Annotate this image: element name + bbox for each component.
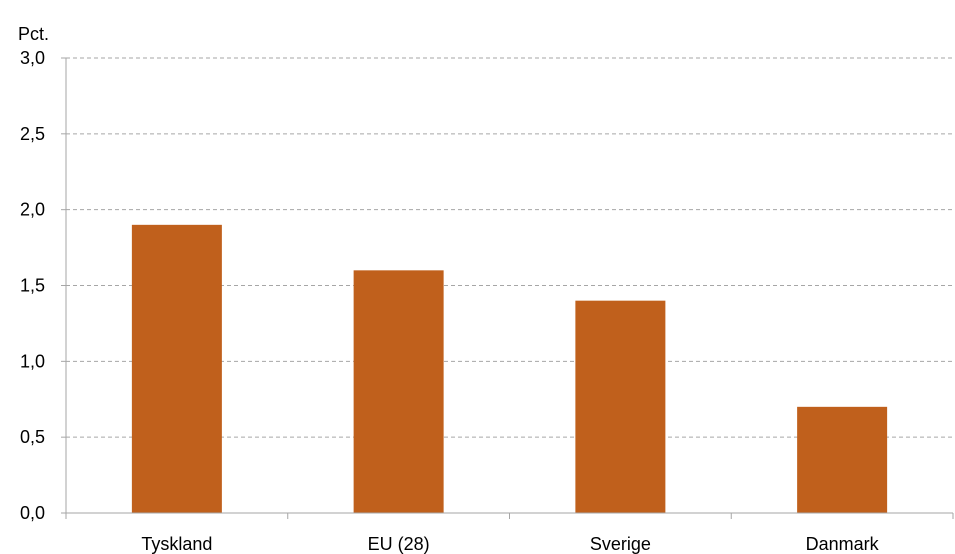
y-tick-label: 1,0 bbox=[20, 351, 45, 371]
y-tick-label: 3,0 bbox=[20, 48, 45, 68]
y-tick-label: 2,5 bbox=[20, 124, 45, 144]
y-axis-unit-label: Pct. bbox=[18, 24, 49, 44]
y-tick-label: 0,5 bbox=[20, 427, 45, 447]
x-tick-label: EU (28) bbox=[368, 534, 430, 554]
y-tick-label: 1,5 bbox=[20, 276, 45, 296]
y-tick-label: 0,0 bbox=[20, 503, 45, 523]
x-tick-label: Danmark bbox=[806, 534, 880, 554]
x-tick-label: Tyskland bbox=[141, 534, 212, 554]
y-tick-label: 2,0 bbox=[20, 200, 45, 220]
x-tick-label: Sverige bbox=[590, 534, 651, 554]
y-axis-ticks: 0,0 0,5 1,0 1,5 2,0 2,5 3,0 bbox=[20, 48, 66, 523]
bar bbox=[575, 300, 666, 513]
bar bbox=[353, 270, 444, 513]
x-axis-ticks: Tyskland EU (28) Sverige Danmark bbox=[65, 513, 954, 554]
bar bbox=[797, 406, 888, 513]
bars bbox=[131, 224, 888, 514]
bar bbox=[131, 224, 222, 514]
